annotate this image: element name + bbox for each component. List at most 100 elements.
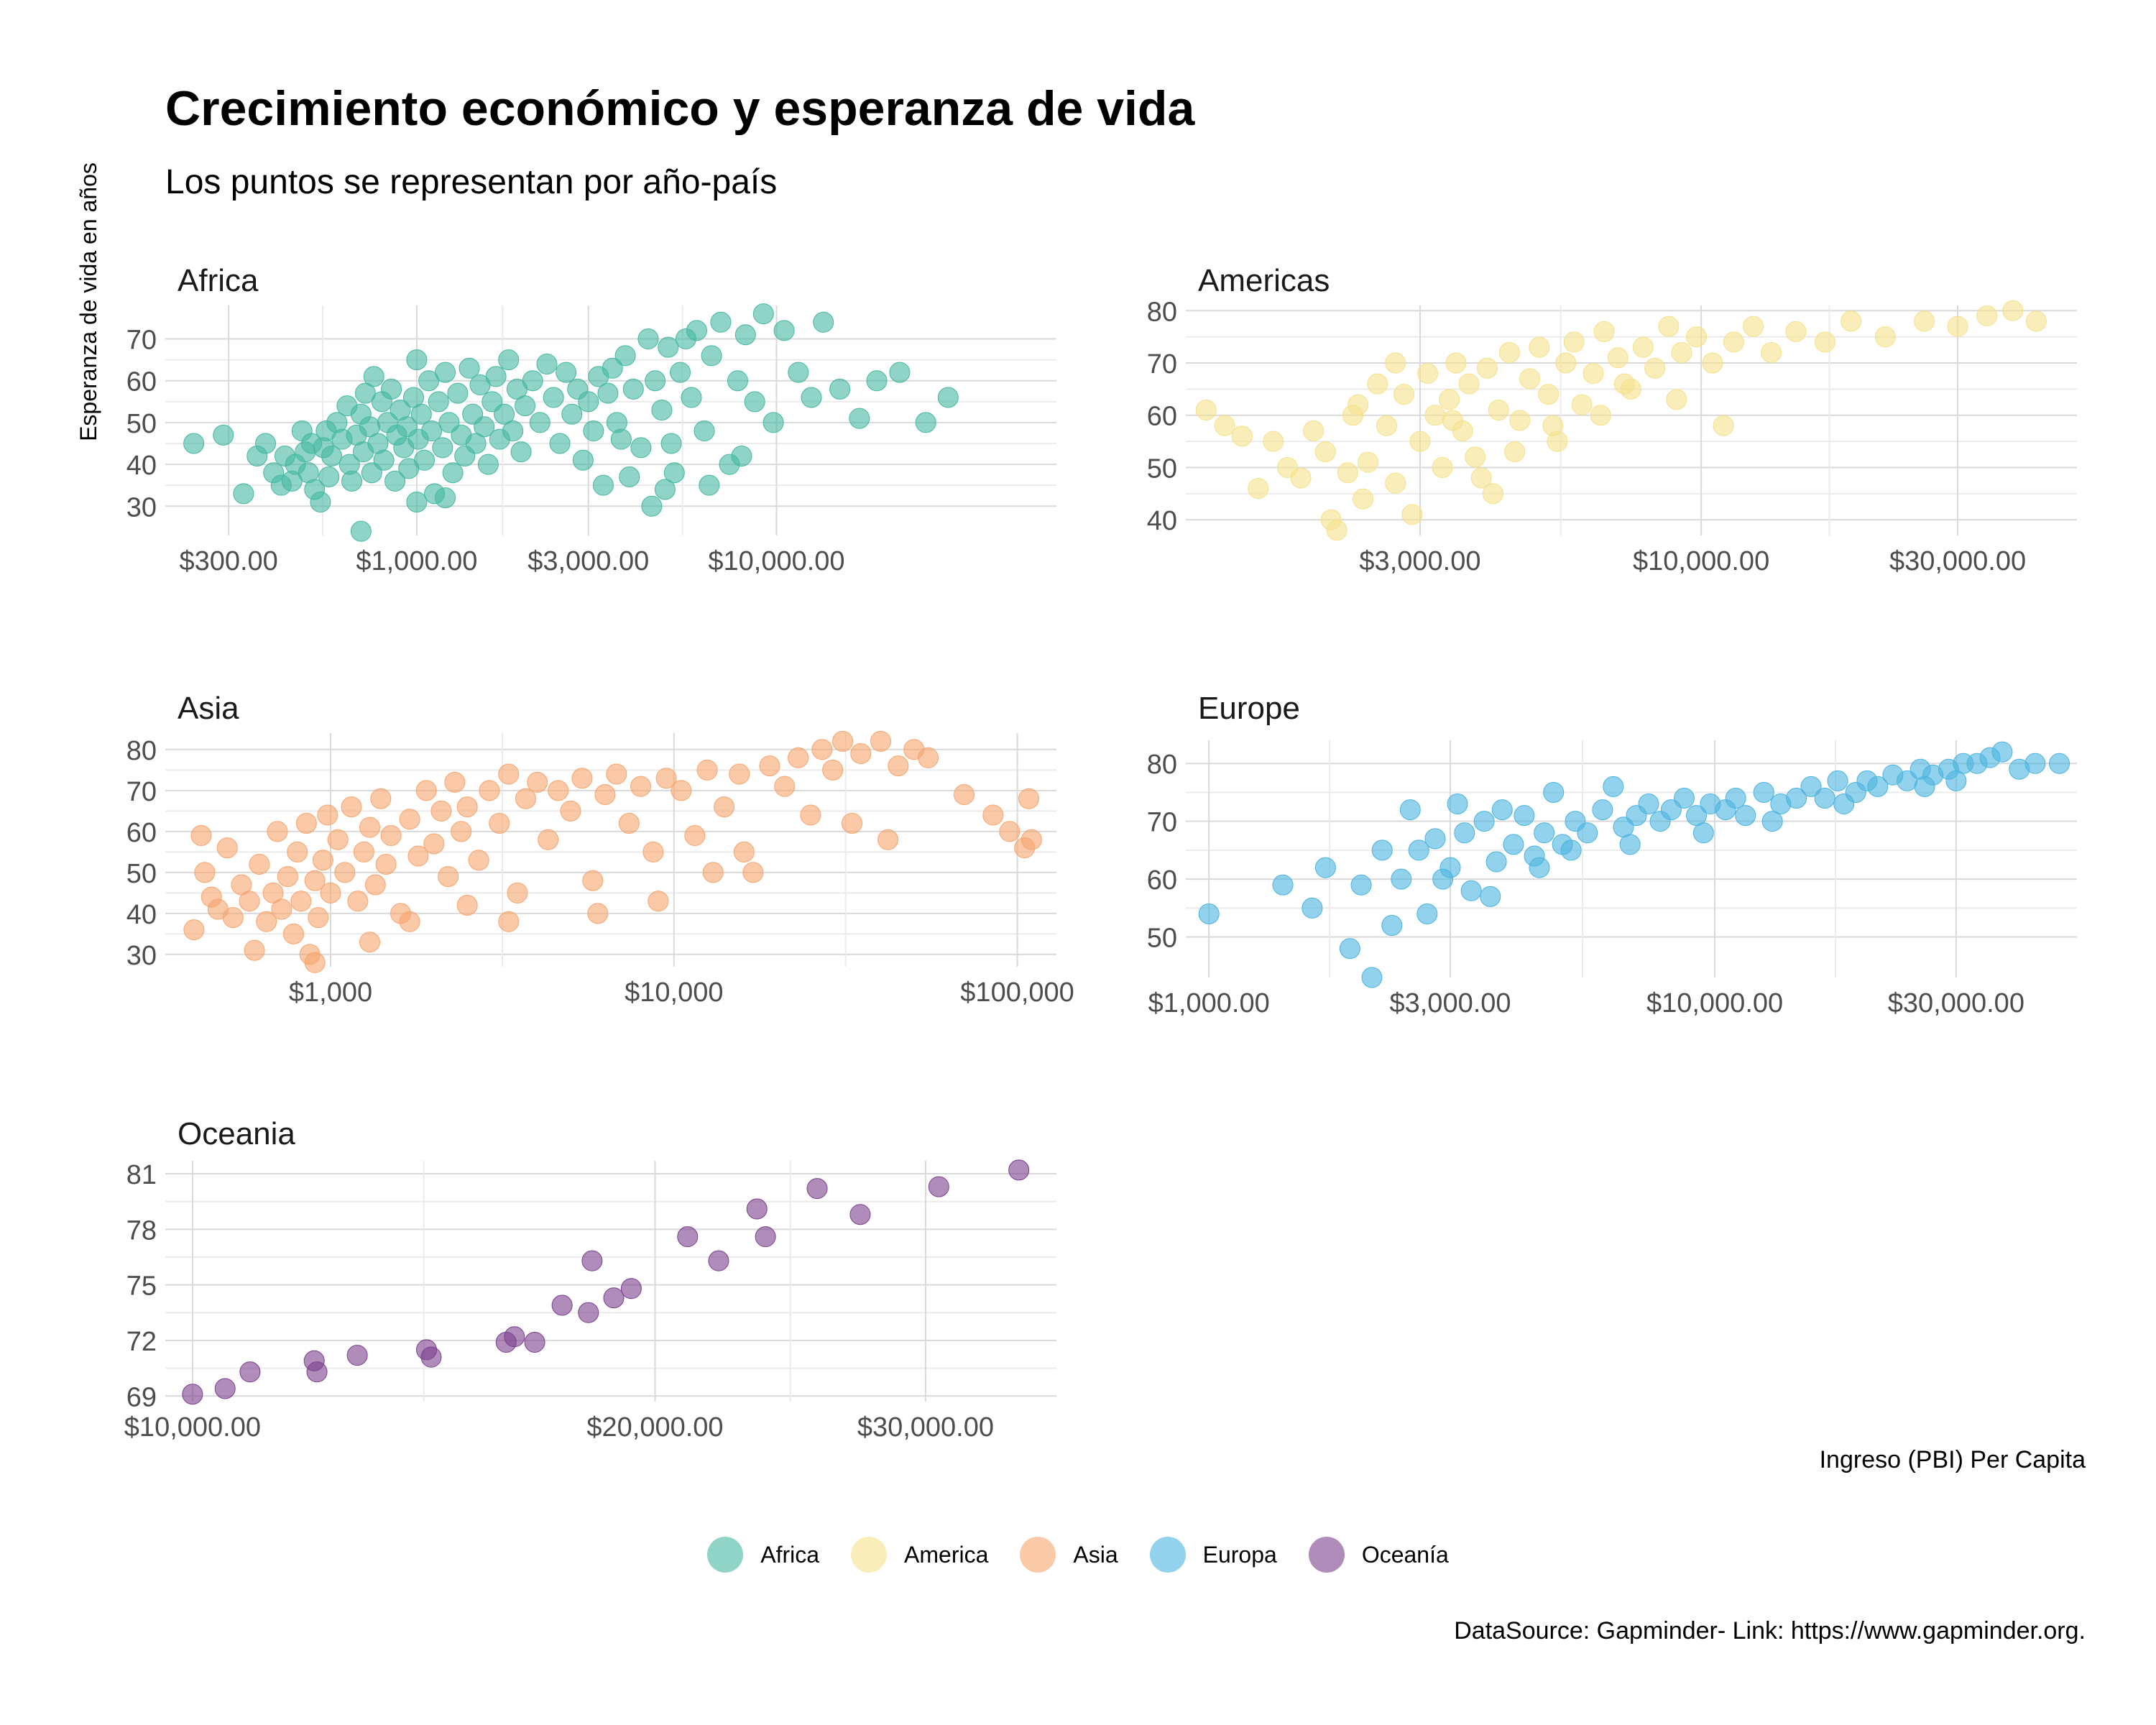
data-point (222, 907, 244, 929)
data-point (1947, 316, 1968, 337)
data-point (1725, 787, 1746, 809)
data-point (1619, 834, 1641, 855)
data-point (694, 420, 715, 442)
data-point (1603, 776, 1624, 797)
data-point (327, 829, 349, 850)
legend-item-oceania: Oceanía (1308, 1537, 1449, 1573)
data-point (1385, 352, 1406, 374)
data-point (543, 387, 564, 408)
data-point (498, 349, 520, 371)
data-point (418, 370, 440, 392)
y-tick-label: 60 (1147, 402, 1177, 432)
y-tick-label: 69 (126, 1382, 157, 1412)
data-point (597, 382, 619, 404)
data-point (410, 403, 432, 425)
data-point (1385, 472, 1406, 494)
y-tick-label: 30 (126, 941, 157, 971)
y-tick-label: 60 (126, 818, 157, 848)
data-point (477, 454, 499, 475)
data-point (421, 420, 443, 442)
data-point (1815, 331, 1836, 353)
data-point (1976, 305, 1998, 327)
data-point (399, 809, 420, 830)
data-point (515, 788, 537, 809)
data-point (346, 1345, 368, 1366)
x-tick-label: $300.00 (179, 546, 277, 576)
data-point (708, 1250, 729, 1271)
data-point (742, 862, 764, 883)
data-point (182, 1384, 203, 1405)
data-point (731, 445, 752, 466)
data-point (1326, 520, 1348, 541)
data-point (295, 812, 317, 834)
data-point (1424, 405, 1446, 426)
data-point (642, 841, 664, 862)
data-source-caption: DataSource: Gapminder- Link: https://www… (1454, 1617, 2086, 1644)
x-tick-label: $1,000.00 (1148, 988, 1270, 1018)
data-point (347, 891, 369, 912)
data-point (774, 776, 796, 797)
data-point (1542, 415, 1564, 436)
data-point (529, 412, 550, 433)
chart-subtitle: Los puntos se representan por año-país (165, 163, 778, 201)
data-point (714, 796, 735, 818)
data-point (1482, 483, 1503, 505)
data-point (1761, 811, 1783, 832)
data-point (744, 391, 765, 413)
data-point (1339, 938, 1360, 960)
data-point (1263, 431, 1284, 452)
data-point (773, 320, 795, 341)
data-point (677, 1226, 699, 1248)
data-point (702, 862, 724, 883)
data-point (915, 412, 936, 433)
data-point (1827, 770, 1848, 791)
data-point (1592, 799, 1613, 821)
data-point (733, 841, 755, 862)
data-point (233, 483, 254, 505)
data-point (321, 445, 342, 466)
data-point (271, 898, 292, 920)
data-point (423, 833, 445, 855)
data-point (850, 743, 872, 765)
data-point (451, 821, 472, 842)
data-point (194, 862, 216, 883)
x-tick-label: $1,000 (289, 978, 372, 1008)
data-point (527, 771, 548, 793)
data-point (1753, 781, 1774, 803)
data-point (877, 829, 899, 850)
x-tick-label: $10,000.00 (1646, 988, 1783, 1018)
data-point (658, 336, 679, 358)
data-point (1702, 352, 1723, 374)
data-point (190, 825, 212, 847)
data-point (710, 311, 732, 333)
data-point (1914, 310, 1935, 332)
legend-label-asia: Asia (1073, 1541, 1118, 1568)
data-point (1409, 431, 1431, 452)
data-point (788, 747, 809, 768)
data-point (290, 891, 312, 912)
data-point (183, 919, 205, 941)
data-point (1195, 399, 1217, 420)
y-tick-label: 81 (126, 1160, 157, 1190)
data-point (474, 416, 495, 438)
data-point (310, 491, 331, 512)
data-point (1367, 373, 1388, 395)
data-point (1442, 410, 1463, 431)
data-point (842, 812, 863, 834)
y-tick-label: 30 (126, 492, 157, 523)
data-point (306, 1361, 328, 1383)
x-tick-label: $30,000.00 (1888, 988, 2024, 1018)
data-point (1658, 316, 1680, 337)
facet-title-americas: Americas (1198, 263, 1330, 298)
data-point (267, 821, 288, 842)
data-point (651, 399, 673, 420)
facet-panel-africa: 30 40 50 60 70 $300.00 $1,000.00 $3,000.00 $10,0… (126, 263, 1056, 576)
data-point (587, 903, 609, 924)
data-point (384, 470, 406, 492)
data-point (317, 804, 338, 826)
data-point (1417, 363, 1439, 385)
data-point (1393, 384, 1415, 405)
x-tick-label: $10,000.00 (124, 1412, 261, 1443)
data-point (364, 874, 386, 896)
data-point (583, 420, 604, 442)
